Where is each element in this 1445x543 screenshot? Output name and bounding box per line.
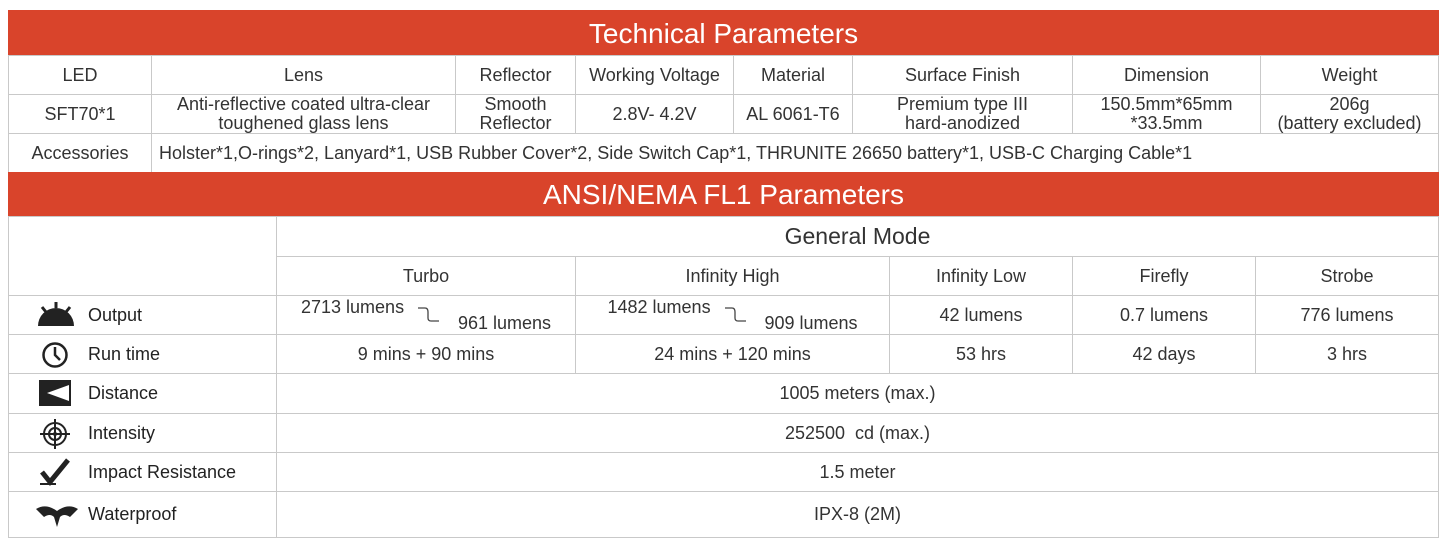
low-output: 961 lumens (457, 313, 551, 333)
text-line: Premium type III (896, 94, 1029, 114)
spec-value: 150.5mm*65mm *33.5mm (1072, 94, 1261, 134)
mode-header: Strobe (1255, 256, 1439, 296)
runtime-icon (42, 342, 68, 368)
distance-icon (39, 380, 71, 406)
column-header: LED (8, 55, 152, 95)
mode-value: 24 mins + 120 mins (575, 334, 890, 374)
spec-value: AL 6061-T6 (733, 94, 853, 134)
text-line: *33.5mm (1130, 113, 1203, 133)
accessories: Holster*1,O-rings*2, Lanyard*1, USB Rubb… (151, 133, 1439, 173)
mode-value: 42 days (1072, 334, 1256, 374)
impact-icon (40, 458, 70, 486)
row-value: 1.5 meter (276, 452, 1439, 492)
column-header: Working Voltage (575, 55, 734, 95)
text-line: toughened glass lens (218, 113, 389, 133)
mode-value: 3 hrs (1255, 334, 1439, 374)
mode-value: 9 mins + 90 mins (276, 334, 576, 374)
column-header: Reflector (455, 55, 576, 95)
text-line: Smooth (484, 94, 547, 114)
spec-value: SFT70*1 (8, 94, 152, 134)
row-value: IPX-8 (2M) (276, 491, 1439, 538)
intensity-icon (40, 419, 70, 449)
mode-header: Infinity High (575, 256, 890, 296)
spec-value: Smooth Reflector (455, 94, 576, 134)
column-header: Weight (1260, 55, 1439, 95)
text-line: hard-anodized (904, 113, 1021, 133)
connector (418, 307, 439, 322)
connector (724, 307, 746, 322)
mode-value: 2713 lumens 961 lumens (276, 295, 576, 335)
spec-value: 206g (battery excluded) (1260, 94, 1439, 134)
output-split: 1482 lumens 909 lumens (607, 297, 858, 333)
spec-value: Premium type III hard-anodized (852, 94, 1073, 134)
text-line: Reflector (479, 113, 552, 133)
mode-value: 53 hrs (889, 334, 1073, 374)
text-line: 206g (1329, 94, 1370, 114)
mode-header: Infinity Low (889, 256, 1073, 296)
mode-value: 776 lumens (1255, 295, 1439, 335)
group-header: General Mode (276, 216, 1439, 257)
high-output: 2713 lumens (301, 297, 405, 317)
output-icon (38, 302, 74, 326)
high-output: 1482 lumens (607, 297, 711, 317)
column-header: Dimension (1072, 55, 1261, 95)
mode-value: 42 lumens (889, 295, 1073, 335)
section-title: ANSI/NEMA FL1 Parameters (8, 172, 1439, 217)
waterproof-icon (36, 506, 78, 527)
text-line: Anti-reflective coated ultra-clear (176, 94, 431, 114)
column-header: Material (733, 55, 853, 95)
mode-header: Firefly (1072, 256, 1256, 296)
low-output: 909 lumens (764, 313, 858, 333)
text-line: (battery excluded) (1277, 113, 1422, 133)
mode-value: 1482 lumens 909 lumens (575, 295, 890, 335)
text-line: 150.5mm*65mm (1100, 94, 1233, 114)
mode-value: 0.7 lumens (1072, 295, 1256, 335)
row-value: 1005 meters (max.) (276, 373, 1439, 414)
column-header: Lens (151, 55, 456, 95)
mode-header: Turbo (276, 256, 576, 296)
empty-cell (8, 216, 277, 296)
section-title: Technical Parameters (8, 10, 1439, 56)
row-label: Accessories (8, 133, 152, 173)
output-split: 2713 lumens 961 lumens (301, 297, 551, 333)
spec-value: 2.8V- 4.2V (575, 94, 734, 134)
spec-value: Anti-reflective coated ultra-clear toughe… (151, 94, 456, 134)
row-value: 252500 cd (max.) (276, 413, 1439, 453)
column-header: Surface Finish (852, 55, 1073, 95)
